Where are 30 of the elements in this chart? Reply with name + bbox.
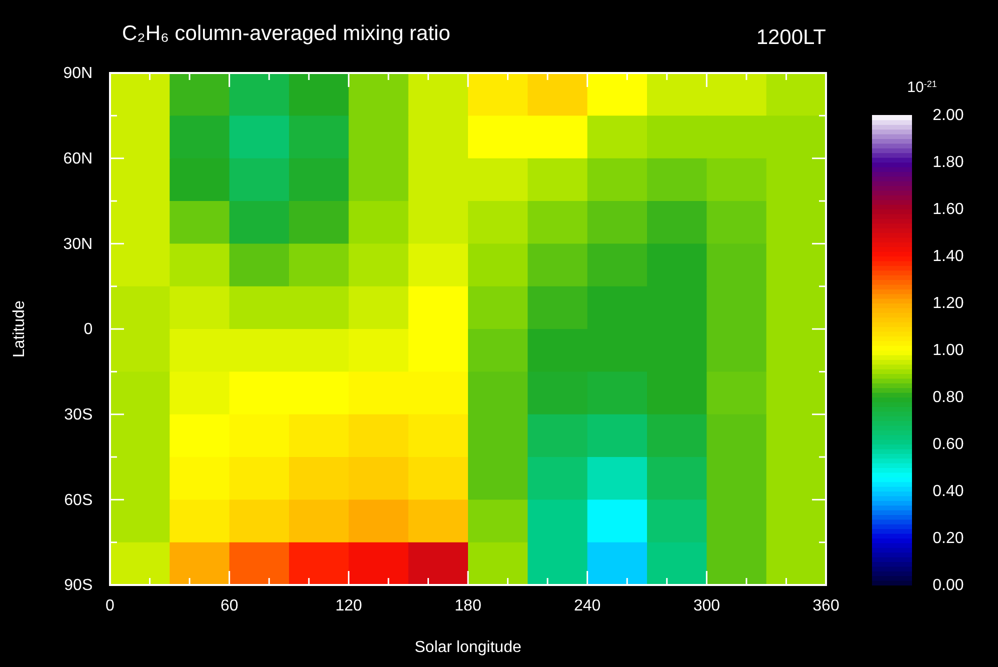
color-bar-label: 1.40	[932, 248, 964, 266]
x-tick-label: 60	[220, 597, 238, 614]
x-tick-label: 360	[812, 597, 840, 614]
y-tick-label: 30N	[63, 236, 93, 253]
x-axis-title: Solar longitude	[414, 639, 522, 656]
x-tick-label: 180	[454, 597, 482, 614]
y-axis-title: Latitude	[11, 300, 28, 358]
color-bar-label: 0.40	[932, 483, 964, 500]
x-tick-label: 0	[106, 597, 115, 614]
color-bar-label: 2.00	[932, 107, 964, 124]
color-bar-label: 0.20	[932, 530, 964, 548]
color-bar-label: 0.60	[932, 436, 964, 454]
color-bar-title: 10$^{-21}$	[907, 79, 937, 96]
color-bar-label: 0.80	[932, 389, 964, 406]
x-tick-label: 300	[693, 597, 720, 614]
y-tick-label: 90S	[64, 577, 93, 594]
color-bar-label: 1.20	[932, 295, 964, 312]
color-bar-label: 0.00	[932, 577, 964, 594]
color-bar-label: 1.00	[932, 342, 964, 360]
y-tick-label: 0	[84, 321, 93, 338]
y-tick-label: 60N	[63, 150, 93, 168]
chart-subtitle: 1200LT	[756, 26, 826, 49]
x-tick-label: 120	[335, 597, 362, 614]
y-tick-label: 30S	[64, 406, 93, 424]
x-tick-label: 240	[574, 597, 601, 614]
color-bar-label: 1.80	[932, 154, 964, 172]
chart-title: C₂H₆ column-averaged mixing ratio	[122, 22, 450, 45]
color-bar-label: 1.60	[932, 201, 964, 218]
y-tick-label: 60S	[64, 492, 93, 509]
y-tick-label: 90N	[63, 65, 93, 82]
